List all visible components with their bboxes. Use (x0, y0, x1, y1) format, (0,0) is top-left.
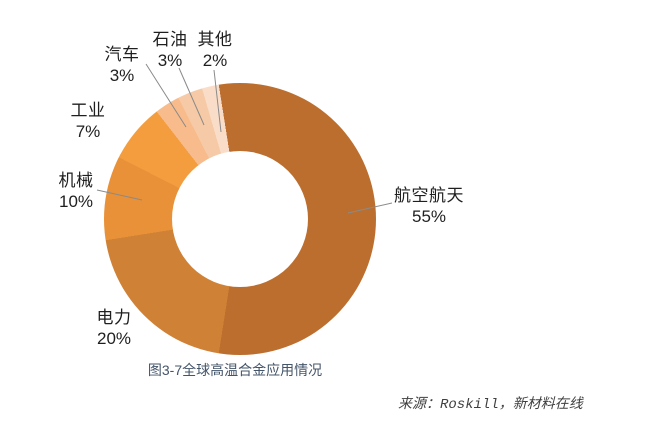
label-power: 电力 20% (78, 307, 150, 349)
label-auto-name: 汽车 (104, 45, 140, 64)
label-other: 其他 2% (180, 29, 250, 71)
label-power-name: 电力 (96, 308, 132, 327)
label-machinery-pct: 10% (58, 192, 94, 211)
label-machinery-name: 机械 (58, 171, 94, 190)
label-industry-pct: 7% (75, 122, 101, 141)
label-aerospace-pct: 55% (411, 207, 447, 226)
label-other-name: 其他 (197, 30, 233, 49)
label-industry: 工业 7% (52, 100, 124, 142)
label-power-pct: 20% (96, 329, 132, 348)
label-industry-name: 工业 (70, 101, 106, 120)
label-oil: 石油 3% (135, 29, 205, 71)
label-oil-pct: 3% (157, 51, 183, 70)
label-other-pct: 2% (202, 51, 228, 70)
label-machinery: 机械 10% (40, 170, 112, 212)
label-aerospace: 航空航天 55% (387, 185, 471, 227)
label-auto: 汽车 3% (87, 44, 157, 86)
chart-caption: 图3-7全球高温合金应用情况 (147, 362, 323, 378)
donut-hole (172, 151, 308, 287)
label-aerospace-name: 航空航天 (394, 186, 464, 205)
label-oil-name: 石油 (152, 30, 188, 49)
label-auto-pct: 3% (109, 66, 135, 85)
source-note: 来源：Roskill，新材料在线 (398, 397, 583, 413)
